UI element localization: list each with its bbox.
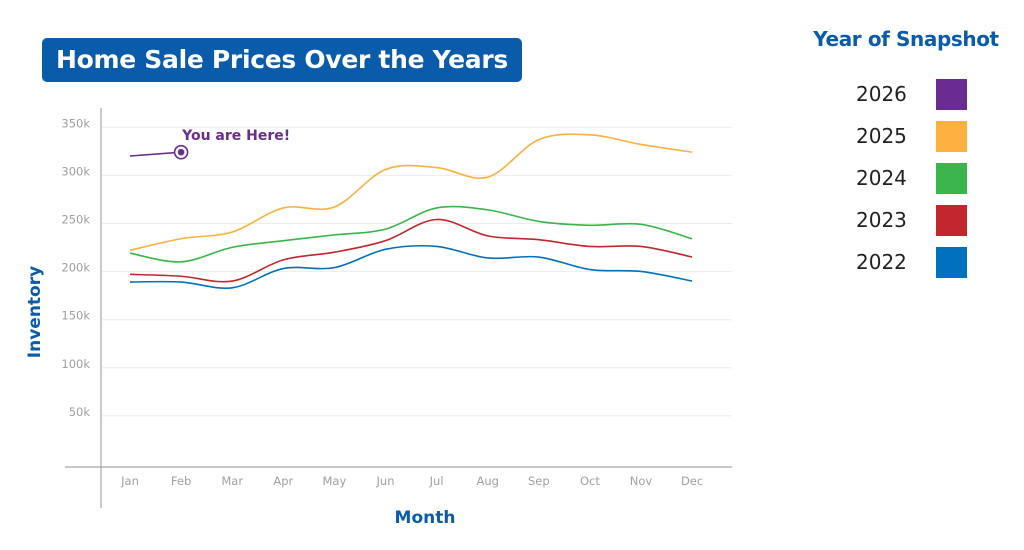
legend-label: 2025 — [856, 124, 907, 148]
x-tick-label: Aug — [476, 474, 498, 488]
chart-title: Home Sale Prices Over the Years — [42, 38, 522, 82]
series-line-2026 — [129, 151, 182, 157]
legend-swatch — [936, 162, 967, 194]
legend-label: 2026 — [856, 82, 907, 106]
x-tick-label: Oct — [580, 474, 600, 488]
legend: 2026 2025 2024 2023 2022 — [842, 73, 972, 283]
x-tick-label: Jan — [120, 474, 139, 488]
x-tick-label: Jul — [429, 474, 444, 488]
x-tick-label: Jun — [376, 474, 395, 488]
y-tick-label: 300k — [61, 164, 90, 178]
legend-item-2023: 2023 — [842, 199, 972, 241]
legend-title: Year of Snapshot — [813, 27, 999, 51]
axes — [65, 108, 732, 508]
series-line-2022 — [129, 244, 693, 290]
y-tick-labels: 50k 100k 150k 200k 250k 300k 350k — [61, 116, 90, 419]
x-tick-label: May — [323, 474, 347, 488]
series-line-2025 — [129, 133, 693, 252]
x-tick-label: Sep — [528, 474, 550, 488]
legend-item-2026: 2026 — [842, 73, 972, 115]
y-axis-title: Inventory — [25, 265, 45, 359]
y-tick-label: 200k — [61, 261, 90, 275]
legend-label: 2022 — [856, 250, 907, 274]
series-line-2023 — [129, 218, 693, 283]
legend-label: 2024 — [856, 166, 907, 190]
annotation: You are Here! — [173, 128, 290, 160]
legend-item-2025: 2025 — [842, 115, 972, 157]
y-tick-label: 100k — [61, 357, 90, 371]
legend-label: 2023 — [856, 208, 907, 232]
x-tick-label: Feb — [171, 474, 191, 488]
legend-swatch — [936, 246, 967, 278]
legend-item-2022: 2022 — [842, 241, 972, 283]
x-tick-labels: Jan Feb Mar Apr May Jun Jul Aug Sep Oct Nov Dec — [120, 474, 703, 488]
series-line-2024 — [129, 205, 693, 263]
x-axis-title: Month — [394, 508, 456, 528]
grid-lines — [102, 126, 732, 417]
legend-item-2024: 2024 — [842, 157, 972, 199]
series-lines — [129, 133, 693, 290]
x-tick-label: Apr — [273, 474, 293, 488]
x-tick-label: Dec — [681, 474, 703, 488]
y-tick-label: 350k — [61, 116, 90, 130]
legend-swatch — [936, 78, 967, 110]
y-tick-label: 250k — [61, 213, 90, 227]
annotation-label: You are Here! — [181, 128, 290, 144]
x-tick-label: Mar — [221, 474, 243, 488]
y-tick-label: 50k — [69, 405, 91, 419]
legend-swatch — [936, 120, 967, 152]
x-tick-label: Nov — [630, 474, 653, 488]
y-tick-label: 150k — [61, 309, 90, 323]
legend-swatch — [936, 204, 967, 236]
annotation-dot — [177, 148, 185, 156]
